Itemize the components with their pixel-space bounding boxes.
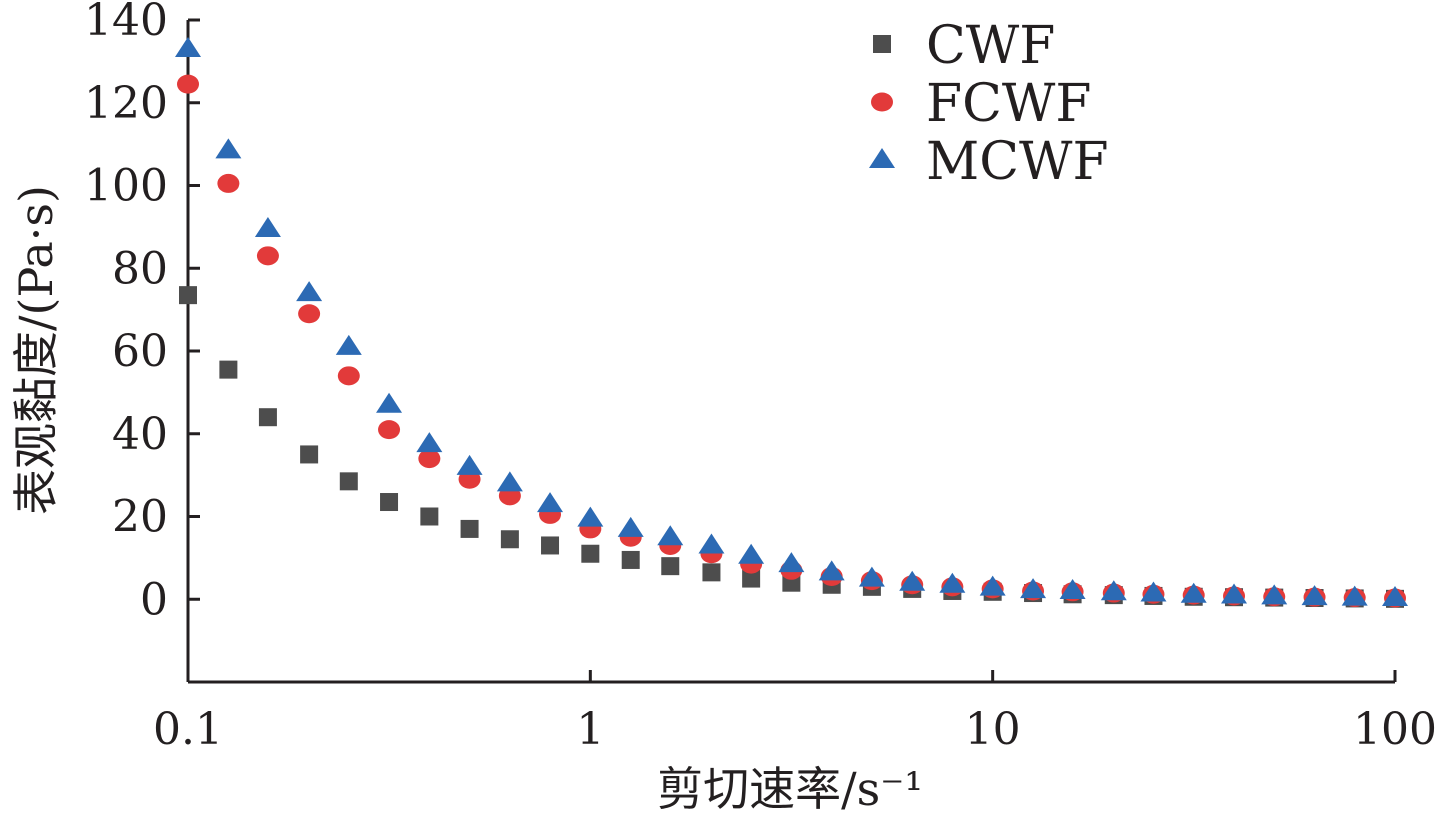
legend-label-cwf: CWF [926,16,1055,76]
cwf-point [702,563,721,582]
mcwf-point [1180,582,1207,603]
mcwf-point [376,392,403,413]
cwf-point [179,286,197,305]
data-points [175,36,1408,608]
x-tick-label: 1 [576,704,604,755]
y-axis-ticks: 0 20 40 60 80 100 120 140 [84,0,200,625]
mcwf-point [456,454,483,475]
mcwf-point [1341,585,1368,606]
cwf-point [300,445,319,464]
y-tick-label: 60 [112,326,168,377]
cwf-point [219,360,238,379]
cwf-point [661,557,680,576]
mcwf-point [858,566,885,587]
fcwf-point [256,246,279,266]
mcwf-point [335,334,362,355]
y-tick-label: 80 [112,243,168,294]
mcwf-point [1261,584,1288,605]
mcwf-point [939,572,966,593]
x-tick-label: 0.1 [153,704,223,755]
mcwf-point [738,543,765,564]
cwf-point [258,408,277,427]
y-tick-label: 100 [84,161,168,212]
fcwf-point [418,449,441,469]
y-tick-label: 120 [84,78,168,129]
y-tick-label: 140 [84,0,168,46]
legend-label-mcwf: MCWF [926,132,1109,192]
cwf-point [541,536,560,555]
x-axis-ticks: 0.1 1 10 100 [153,670,1437,755]
x-tick-label: 10 [965,704,1021,755]
x-tick-label: 100 [1353,704,1437,755]
y-tick-label: 20 [112,492,168,543]
mcwf-point [496,471,523,492]
cwf-point [380,493,399,512]
fcwf-point [298,304,321,324]
cwf-point [621,550,640,569]
fcwf-point [177,74,199,94]
mcwf-point [1059,578,1086,599]
mcwf-point [577,506,604,527]
cwf-point [500,530,519,549]
mcwf-point [1100,580,1127,601]
mcwf-point [537,492,564,513]
mcwf-point [778,552,805,573]
cwf-point [581,544,600,563]
mcwf-point [1221,583,1248,604]
y-axis-title: 表观黏度/(Pa·s) [9,185,63,515]
mcwf-point [657,525,684,546]
mcwf-point [617,516,644,537]
x-axis-title: 剪切速率/s⁻¹ [657,762,923,816]
mcwf-point [1301,585,1328,606]
cwf-point [339,472,358,491]
mcwf-point [416,432,443,453]
mcwf-point [1382,586,1408,607]
y-tick-label: 40 [112,409,168,460]
mcwf-point [1140,581,1167,602]
cwf-point [460,519,479,538]
mcwf-point [979,575,1006,596]
legend-marker-mcwf [869,148,895,168]
mcwf-point [175,36,201,57]
cwf-point [742,569,761,588]
legend-label-fcwf: FCWF [926,74,1091,134]
mcwf-point [296,281,323,302]
legend-marker-fcwf [871,92,893,112]
fcwf-point [337,366,360,386]
fcwf-point [217,173,240,193]
mcwf-point [215,138,242,159]
mcwf-point [254,216,281,237]
mcwf-point [899,570,926,591]
mcwf-point [1020,578,1047,599]
y-tick-label: 0 [140,574,168,625]
legend-marker-cwf [873,35,891,53]
mcwf-point [698,533,725,554]
mcwf-point [818,560,845,581]
cwf-point [420,507,439,526]
fcwf-point [378,420,401,440]
